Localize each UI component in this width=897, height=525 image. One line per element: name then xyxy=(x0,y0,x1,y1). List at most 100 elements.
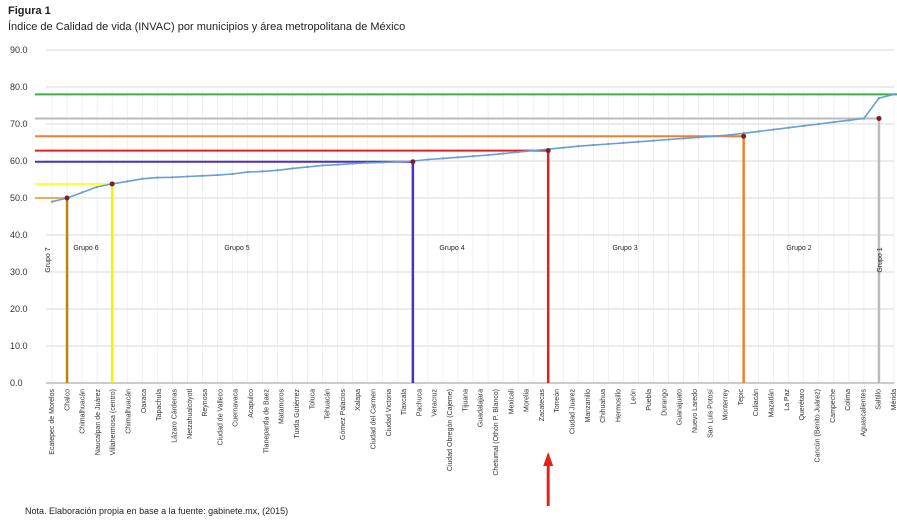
x-tick-label: Xalapa xyxy=(355,389,362,411)
group-label: Grupo 2 xyxy=(786,245,811,252)
x-tick-label: Chetumal (Othón P. Blanco) xyxy=(493,389,500,476)
data-point xyxy=(877,96,881,100)
x-tick-label: Culiacán xyxy=(753,389,760,416)
data-point xyxy=(862,117,866,120)
x-tick-label: León xyxy=(631,389,638,405)
x-tick-label: Veracruz xyxy=(432,389,439,417)
data-point xyxy=(261,170,264,173)
data-point xyxy=(201,174,204,177)
data-point xyxy=(757,130,760,133)
x-tick-label: La Paz xyxy=(784,389,791,411)
y-tick-label: 90.0 xyxy=(10,45,28,55)
data-point xyxy=(772,128,775,131)
data-point xyxy=(727,133,730,137)
x-tick-label: Tehuacán xyxy=(325,389,332,419)
group-label: Grupo 6 xyxy=(73,245,98,252)
data-point xyxy=(531,149,535,152)
highlight-arrow-head xyxy=(543,452,554,466)
source-note: Nota. Elaboración propia en base a la fu… xyxy=(25,506,289,516)
x-tick-label: Chimalhuacán xyxy=(126,389,133,434)
y-tick-label: 10.0 xyxy=(10,341,28,351)
x-tick-label: Tapachula xyxy=(156,389,163,421)
data-point xyxy=(125,180,129,183)
data-point xyxy=(276,169,279,172)
x-tick-label: Ciudad Juarez xyxy=(570,389,577,435)
y-tick-label: 50.0 xyxy=(10,193,28,203)
x-tick-label: Gómez Palacios xyxy=(340,389,347,440)
y-tick-label: 0.0 xyxy=(10,378,23,388)
x-tick-label: Saltillo xyxy=(876,389,883,410)
group-label: Grupo 5 xyxy=(224,245,249,252)
group-threshold-point xyxy=(64,195,70,201)
data-point xyxy=(336,163,339,166)
data-point xyxy=(426,158,430,161)
x-tick-label: Mexicali xyxy=(508,389,515,415)
data-point xyxy=(186,175,189,178)
data-point xyxy=(321,164,324,167)
group-threshold-point xyxy=(741,133,747,139)
x-tick-label: Ciudad de Valleco xyxy=(217,389,224,445)
data-point xyxy=(156,176,159,179)
x-tick-label: Querétaro xyxy=(799,389,806,421)
x-tick-label: Mazatlán xyxy=(769,389,776,418)
data-point xyxy=(682,137,685,140)
x-tick-label: Manzanillo xyxy=(585,389,592,423)
group-label: Grupo 1 xyxy=(877,247,884,272)
x-tick-label: Ciudad Obregón (Cajeme) xyxy=(447,389,454,471)
group-threshold-point xyxy=(545,148,551,154)
chart-title: Índice de Calidad de vida (INVAC) por mu… xyxy=(8,21,406,33)
x-tick-label: Oaxaca xyxy=(141,389,148,413)
x-tick-label: Tlanepantla de Baez xyxy=(263,389,270,454)
x-tick-label: Tuxtla Gutiérrez xyxy=(294,389,301,439)
group-label: Grupo 3 xyxy=(612,245,637,252)
x-tick-label: Nuevo Laredo xyxy=(692,389,699,433)
group-label: Grupo 4 xyxy=(439,245,464,252)
x-tick-label: Colima xyxy=(845,389,852,411)
data-point xyxy=(381,161,384,164)
data-point xyxy=(501,152,505,155)
data-point xyxy=(471,154,475,158)
y-tick-label: 70.0 xyxy=(10,119,28,129)
y-tick-label: 30.0 xyxy=(10,267,28,277)
x-tick-label: Tlaxcala xyxy=(401,389,408,415)
group-label: Grupo 7 xyxy=(45,247,52,272)
x-tick-label: Puebla xyxy=(646,389,653,411)
data-point xyxy=(516,150,520,154)
x-tick-label: Guadalajara xyxy=(478,389,485,427)
data-point xyxy=(95,185,99,189)
data-point xyxy=(892,93,896,96)
data-point xyxy=(396,160,400,163)
x-tick-label: Aguascalientes xyxy=(860,389,867,437)
data-point xyxy=(622,141,625,145)
data-point xyxy=(50,200,54,203)
x-tick-label: Tijuana xyxy=(462,389,469,412)
data-point xyxy=(80,191,84,194)
x-tick-label: Campeche xyxy=(830,389,837,423)
x-tick-label: Cancún (Benito Juárez) xyxy=(814,389,821,463)
data-point xyxy=(216,173,219,177)
x-tick-label: Acapulco xyxy=(248,389,255,418)
x-tick-label: Matamoros xyxy=(279,389,286,425)
data-point xyxy=(366,161,369,165)
y-tick-label: 80.0 xyxy=(10,82,28,92)
data-point xyxy=(351,162,354,165)
data-point xyxy=(246,170,249,174)
x-tick-label: Villahermosa (centro) xyxy=(110,389,117,455)
data-point xyxy=(486,153,490,157)
group-threshold-point xyxy=(876,115,882,121)
x-tick-label: Tepic xyxy=(738,389,745,406)
group-threshold-point xyxy=(109,181,115,187)
x-tick-label: Netzahualcóyotl xyxy=(187,389,194,439)
figure-label: Figura 1 xyxy=(8,5,51,17)
data-point xyxy=(832,120,836,124)
x-tick-label: Toluca xyxy=(309,389,316,409)
data-point xyxy=(652,139,655,142)
data-point xyxy=(562,146,565,149)
group-threshold-point xyxy=(410,159,416,165)
data-point xyxy=(231,172,234,176)
x-tick-label: Reynosa xyxy=(202,389,209,417)
data-point xyxy=(667,138,670,141)
data-point xyxy=(712,135,715,138)
x-tick-label: Ciudad del Carmen xyxy=(370,389,377,449)
